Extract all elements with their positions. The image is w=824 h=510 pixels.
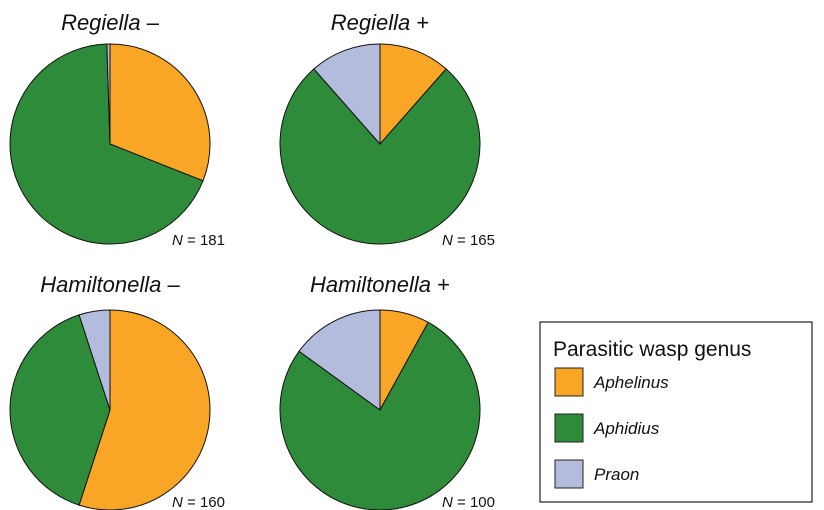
legend-label: Aphelinus bbox=[593, 373, 669, 392]
pie-slice bbox=[313, 43, 381, 146]
legend-box bbox=[539, 321, 813, 503]
n-value: = 160 bbox=[187, 494, 225, 510]
pie-title: Hamiltonella – bbox=[40, 272, 180, 297]
pie-slice bbox=[78, 309, 211, 510]
sample-size: N = 160 bbox=[172, 494, 225, 510]
pie-title: Regiella + bbox=[331, 10, 429, 35]
n-symbol: N bbox=[442, 232, 453, 249]
legend-label: Praon bbox=[594, 465, 639, 484]
legend-swatch bbox=[554, 459, 584, 489]
pie-slice bbox=[109, 43, 211, 182]
pie-title: Hamiltonella + bbox=[310, 272, 450, 297]
sample-size: N = 181 bbox=[172, 232, 225, 249]
n-symbol: N bbox=[172, 232, 183, 249]
pie-slice bbox=[9, 43, 204, 245]
n-value: = 181 bbox=[187, 232, 225, 249]
n-value: = 165 bbox=[457, 232, 495, 249]
pie-slice bbox=[279, 68, 481, 245]
legend-swatch bbox=[554, 367, 584, 397]
n-value: = 100 bbox=[457, 494, 495, 510]
pie-slice bbox=[298, 309, 381, 411]
legend-label: Aphidius bbox=[593, 419, 660, 438]
symbiont: Regiella bbox=[61, 10, 141, 35]
pie-slice bbox=[106, 43, 111, 145]
legend-title: Parasitic wasp genus bbox=[553, 338, 751, 361]
pie-slice bbox=[379, 43, 447, 146]
n-symbol: N bbox=[172, 494, 183, 510]
status: – bbox=[167, 272, 180, 297]
pie-slice bbox=[9, 314, 111, 506]
symbiont: Regiella bbox=[331, 10, 411, 35]
pie-slice bbox=[78, 309, 111, 411]
status: + bbox=[437, 272, 450, 297]
n-symbol: N bbox=[442, 494, 453, 510]
symbiont: Hamiltonella bbox=[310, 272, 431, 297]
sample-size: N = 165 bbox=[442, 232, 495, 249]
status: + bbox=[416, 10, 429, 35]
pie-slice bbox=[279, 321, 481, 510]
status: – bbox=[147, 10, 160, 35]
symbiont: Hamiltonella bbox=[40, 272, 161, 297]
legend-swatch bbox=[554, 413, 584, 443]
pie-title: Regiella – bbox=[61, 10, 160, 35]
sample-size: N = 100 bbox=[442, 494, 495, 510]
